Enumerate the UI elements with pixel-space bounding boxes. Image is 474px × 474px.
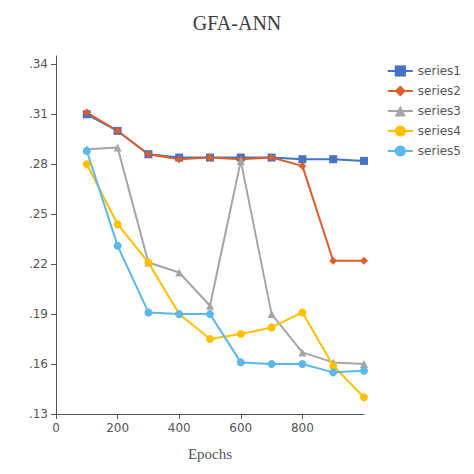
svg-text:GFA-ANN: GFA-ANN [193, 12, 282, 34]
svg-text:.22: .22 [29, 257, 48, 271]
svg-text:Epochs: Epochs [188, 446, 232, 462]
svg-text:series4: series4 [418, 124, 461, 138]
svg-text:.19: .19 [29, 307, 48, 321]
svg-text:600: 600 [229, 421, 252, 435]
svg-text:400: 400 [168, 421, 191, 435]
svg-text:.34: .34 [29, 57, 48, 71]
svg-text:.31: .31 [29, 107, 48, 121]
svg-text:.25: .25 [29, 207, 48, 221]
svg-text:series3: series3 [418, 104, 461, 118]
svg-text:800: 800 [291, 421, 314, 435]
svg-text:series5: series5 [418, 144, 461, 158]
svg-text:200: 200 [106, 421, 129, 435]
svg-text:0: 0 [52, 421, 60, 435]
svg-text:series2: series2 [418, 84, 461, 98]
svg-text:.28: .28 [29, 157, 48, 171]
svg-text:series1: series1 [418, 64, 461, 78]
svg-text:.13: .13 [29, 407, 48, 421]
svg-text:.16: .16 [29, 357, 48, 371]
